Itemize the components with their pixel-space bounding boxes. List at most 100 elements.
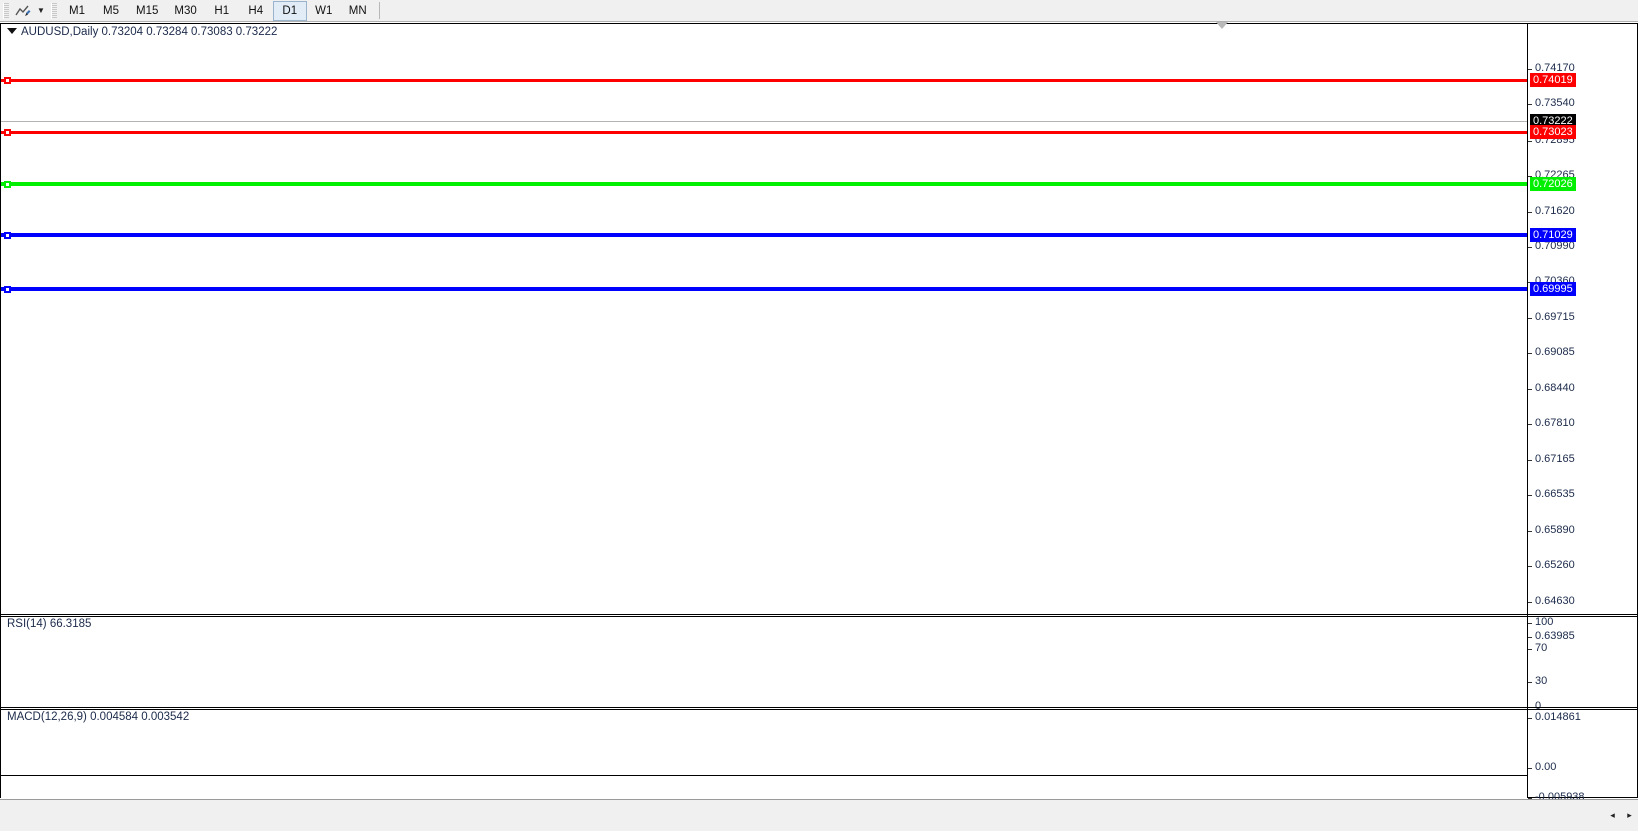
price-tick-mark <box>1528 424 1532 425</box>
timeframe-m5[interactable]: M5 <box>103 4 119 17</box>
price-tick-mark <box>1528 176 1532 177</box>
price-tick: 0.65890 <box>1528 524 1638 536</box>
price-tick: 0.64630 <box>1528 595 1638 607</box>
price-tick-label: 0.66535 <box>1535 488 1575 500</box>
tab-scroll-right-icon[interactable]: ▸ <box>1627 810 1632 820</box>
price-tick-mark <box>1528 141 1532 142</box>
price-tick: 0.65260 <box>1528 559 1638 571</box>
macd-tick-mark <box>1528 798 1532 799</box>
rsi-tick-label: 100 <box>1535 616 1554 628</box>
timeframe-m30[interactable]: M30 <box>174 4 197 17</box>
price-tick: 0.63985 <box>1528 630 1638 642</box>
tab-scroll-left-icon[interactable]: ◂ <box>1610 810 1615 820</box>
price-tick-label: 0.74170 <box>1535 62 1575 74</box>
price-tick-mark <box>1528 460 1532 461</box>
price-scale[interactable]: 0.74170 0.73540 0.72895 0.72265 0.71620 0.709… <box>1527 24 1638 803</box>
chart-frame: 0.74170 0.73540 0.72895 0.72265 0.71620 0.709… <box>0 23 1638 803</box>
timeframe-h4[interactable]: H4 <box>248 4 264 17</box>
level-line-resistance-2[interactable] <box>1 79 1527 82</box>
price-tick-label: 0.65890 <box>1535 524 1575 536</box>
price-badge-0.69995[interactable]: 0.69995 <box>1530 282 1576 296</box>
price-tick-mark <box>1528 566 1532 567</box>
timeframe-h1[interactable]: H1 <box>214 4 230 17</box>
pane-divider-1b <box>1 616 1637 617</box>
price-tick-mark <box>1528 495 1532 496</box>
price-badge-0.74019[interactable]: 0.74019 <box>1530 73 1576 87</box>
level-line-support-2[interactable] <box>1 287 1527 291</box>
level-anchor-pivot[interactable] <box>4 181 11 188</box>
rsi-tick-mark <box>1528 623 1532 624</box>
price-badge-0.71029[interactable]: 0.71029 <box>1530 228 1576 242</box>
price-tick: 0.73540 <box>1528 97 1638 109</box>
timeframe-m15[interactable]: M15 <box>136 4 159 17</box>
level-anchor-support-2[interactable] <box>4 286 11 293</box>
price-tick-mark <box>1528 247 1532 248</box>
timeframe-w1[interactable]: W1 <box>315 4 333 17</box>
price-badge-0.72026[interactable]: 0.72026 <box>1530 177 1576 191</box>
timeframe-m1[interactable]: M1 <box>69 4 85 17</box>
rsi-tick-label: 70 <box>1535 642 1548 654</box>
rsi-tick-mark <box>1528 682 1532 683</box>
pane-divider-2b <box>1 709 1637 710</box>
macd-header: MACD(12,26,9) 0.004584 0.003542 <box>7 711 190 723</box>
symbol-tab-bar: ◂ ▸ <box>0 799 1638 831</box>
macd-tick-label: 0.00 <box>1535 761 1557 773</box>
candlestick-series <box>1 24 1527 614</box>
rsi-tick: 100 <box>1528 616 1638 628</box>
top-toolbar: ▼ M1 M5 M15 M30 H1 H4 D1 W1 MN <box>0 0 1638 22</box>
dropdown-caret-icon[interactable]: ▼ <box>37 6 45 15</box>
price-tick-label: 0.64630 <box>1535 595 1575 607</box>
indicator-icon[interactable] <box>12 2 34 20</box>
macd-tick-mark <box>1528 718 1532 719</box>
price-tick: 0.71620 <box>1528 205 1638 217</box>
price-tick-label: 0.65260 <box>1535 559 1575 571</box>
price-tick: 0.69085 <box>1528 346 1638 358</box>
price-tick-mark <box>1528 353 1532 354</box>
price-tick: 0.69715 <box>1528 311 1638 323</box>
price-badge-0.73222[interactable]: 0.73222 <box>1530 114 1576 128</box>
macd-tick: 0.014861 <box>1528 711 1638 723</box>
date-scale[interactable] <box>1 775 1527 797</box>
timeframe-mn[interactable]: MN <box>348 4 367 17</box>
price-badge-0.73023[interactable]: 0.73023 <box>1530 125 1576 139</box>
rsi-tick-mark <box>1528 649 1532 650</box>
level-line-pivot[interactable] <box>1 182 1527 186</box>
pane-divider-2 <box>1 707 1637 708</box>
pane-divider-1 <box>1 614 1637 615</box>
level-line-support-1[interactable] <box>1 233 1527 237</box>
rsi-tick: 30 <box>1528 675 1638 687</box>
price-tick-label: 0.73540 <box>1535 97 1575 109</box>
timeframe-drag-handle[interactable] <box>51 2 57 19</box>
rsi-header: RSI(14) 66.3185 <box>7 618 92 630</box>
price-tick-label: 0.71620 <box>1535 205 1575 217</box>
level-anchor-support-1[interactable] <box>4 232 11 239</box>
rsi-tick-label: 0 <box>1535 700 1542 712</box>
level-line-current-price[interactable] <box>1 121 1527 122</box>
price-tick-mark <box>1528 318 1532 319</box>
price-tick: 0.70990 <box>1528 240 1638 252</box>
price-tick-mark <box>1528 602 1532 603</box>
price-tick: 0.72895 <box>1528 134 1638 146</box>
price-tick-mark <box>1528 104 1532 105</box>
chart-scroll-marker-icon <box>1216 22 1228 29</box>
price-pane[interactable]: AUDUSD,Daily 0.73204 0.73284 0.73083 0.7… <box>1 24 1527 614</box>
rsi-pane[interactable]: RSI(14) 66.3185 <box>1 617 1527 707</box>
macd-tick-label: 0.014861 <box>1535 711 1581 723</box>
price-tick-label: 0.67810 <box>1535 417 1575 429</box>
price-tick-mark <box>1528 531 1532 532</box>
price-pane-header: AUDUSD,Daily 0.73204 0.73284 0.73083 0.7… <box>21 26 278 38</box>
rsi-tick-label: 30 <box>1535 675 1548 687</box>
level-line-resistance-1[interactable] <box>1 131 1527 134</box>
level-anchor-resistance-2[interactable] <box>4 77 11 84</box>
price-tick-mark <box>1528 212 1532 213</box>
rsi-series <box>1 617 1527 707</box>
symbol-collapse-caret-icon[interactable] <box>7 28 17 34</box>
price-tick-label: 0.70990 <box>1535 240 1575 252</box>
toolbar-drag-handle[interactable] <box>3 2 9 19</box>
price-tick: 0.67165 <box>1528 453 1638 465</box>
timeframe-d1[interactable]: D1 <box>272 0 307 21</box>
level-anchor-resistance-1[interactable] <box>4 129 11 136</box>
price-tick-mark <box>1528 69 1532 70</box>
price-tick: 0.74170 <box>1528 62 1638 74</box>
macd-tick-mark <box>1528 768 1532 769</box>
